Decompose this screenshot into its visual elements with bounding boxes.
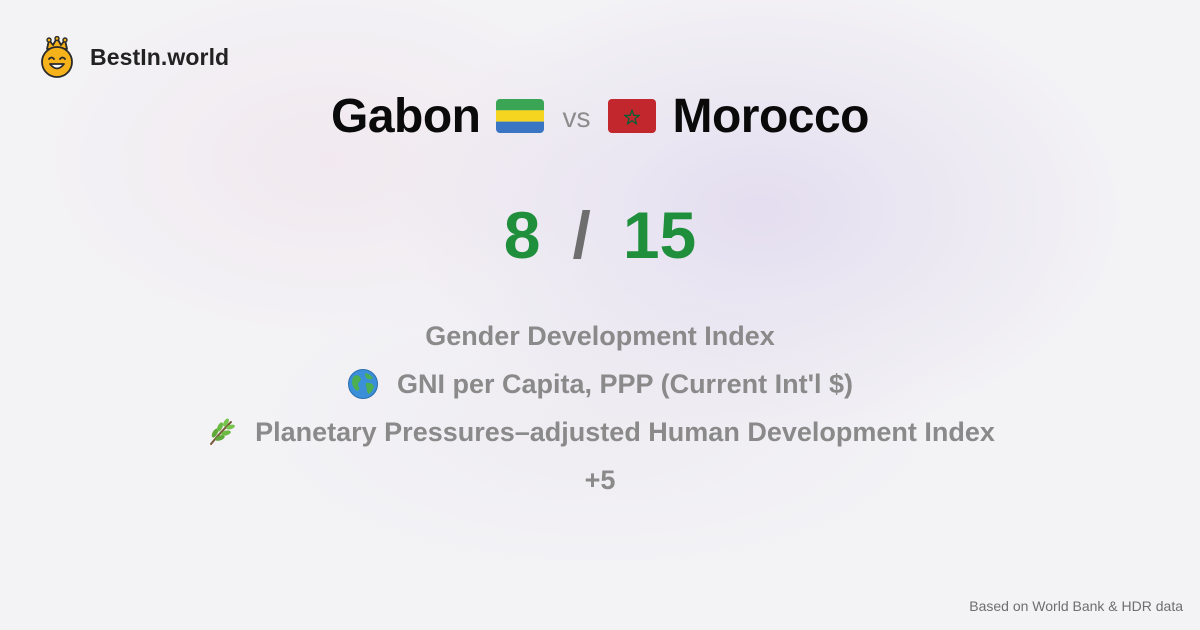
score: 8 / 15 xyxy=(0,190,1200,280)
metric-item: GNI per Capita, PPP (Current Int'l $) xyxy=(347,360,853,408)
metric-item: Planetary Pressures–adjusted Human Devel… xyxy=(205,408,995,456)
gabon-flag-icon xyxy=(496,99,545,133)
country-a-name: Gabon xyxy=(330,89,481,143)
score-a: 8 xyxy=(503,198,541,272)
globe-icon xyxy=(348,369,378,399)
metric-list: Gender Development Index GNI per Capita,… xyxy=(0,312,1200,504)
data-source-note: Based on World Bank & HDR data xyxy=(969,598,1183,614)
metric-label: Gender Development Index xyxy=(425,320,775,351)
metric-item: Gender Development Index xyxy=(425,312,775,360)
morocco-flag-icon xyxy=(608,99,657,133)
metric-label: +5 xyxy=(584,464,616,495)
more-metrics-count[interactable]: +5 xyxy=(585,456,616,504)
herb-icon xyxy=(210,418,235,445)
score-b: 15 xyxy=(622,198,697,272)
crowned-smiley-icon xyxy=(41,36,73,78)
metric-label: GNI per Capita, PPP (Current Int'l $) xyxy=(397,368,853,399)
brand[interactable]: BestIn.world xyxy=(38,36,229,78)
comparison-title: Gabon vs Morocco xyxy=(0,84,1200,148)
country-b-name: Morocco xyxy=(672,89,869,143)
score-separator: / xyxy=(572,198,591,272)
brand-name: BestIn.world xyxy=(90,43,230,70)
vs-label: vs xyxy=(562,102,591,133)
metric-label: Planetary Pressures–adjusted Human Devel… xyxy=(255,416,995,447)
